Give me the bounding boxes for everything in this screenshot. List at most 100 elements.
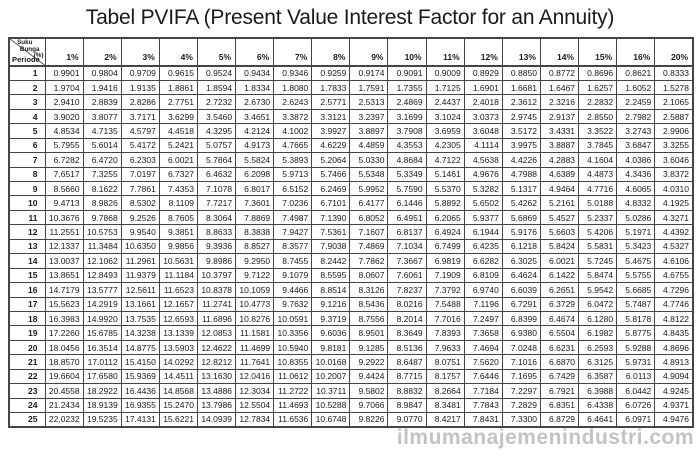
pvifa-value-cell: 4.4859 [349, 137, 389, 154]
pvifa-value-cell: 1.9135 [120, 79, 160, 96]
pvifa-value-cell: 12.1062 [82, 253, 122, 269]
pvifa-value-cell: 8.7715 [387, 368, 427, 385]
pvifa-value-cell: 6.0971 [616, 411, 656, 428]
pvifa-value-cell: 6.8109 [463, 267, 503, 284]
pvifa-value-cell: 10.1059 [235, 282, 275, 298]
pvifa-value-cell: 10.8378 [196, 282, 237, 298]
pvifa-value-cell: 16.9355 [120, 397, 160, 414]
pvifa-value-cell: 7.9633 [425, 339, 465, 356]
corner-label-line: (%) [33, 52, 44, 60]
period-cell: 19 [8, 325, 46, 341]
pvifa-value-cell: 8.3064 [196, 209, 237, 226]
pvifa-value-cell: 19.5235 [82, 411, 122, 428]
pvifa-value-cell: 7.2297 [501, 383, 541, 399]
pvifa-value-cell: 4.8696 [654, 339, 694, 356]
pvifa-value-cell: 5.5370 [425, 180, 465, 197]
pvifa-value-cell: 7.8869 [235, 209, 275, 226]
pvifa-value-cell: 0.9009 [425, 65, 465, 81]
pvifa-value-cell: 4.5327 [654, 238, 694, 255]
pvifa-value-cell: 7.4869 [349, 238, 389, 255]
pvifa-value-cell: 2.4018 [463, 94, 503, 110]
pvifa-value-cell: 8.0216 [387, 296, 427, 312]
pvifa-value-cell: 3.9975 [501, 137, 541, 154]
pvifa-value-cell: 3.8077 [82, 108, 122, 125]
pvifa-value-cell: 1.6052 [616, 79, 656, 96]
pvifa-value-cell: 14.0939 [196, 411, 237, 428]
pvifa-value-cell: 8.1109 [158, 195, 198, 211]
pvifa-value-cell: 6.8052 [349, 209, 389, 226]
pvifa-value-cell: 3.6048 [463, 123, 503, 139]
pvifa-value-cell: 1.8861 [158, 79, 198, 96]
pvifa-value-cell: 3.2743 [616, 123, 656, 139]
pvifa-value-cell: 10.5288 [311, 397, 351, 414]
pvifa-value-cell: 4.4518 [158, 123, 198, 139]
pvifa-value-cell: 12.5611 [120, 282, 160, 298]
pvifa-value-cell: 4.9371 [654, 397, 694, 414]
pvifa-value-cell: 6.0726 [616, 397, 656, 414]
corner-label-line: Suku [17, 39, 33, 46]
pvifa-value-cell: 4.1114 [463, 137, 503, 154]
pvifa-value-cell: 0.8333 [654, 65, 694, 81]
pvifa-value-cell: 6.4632 [196, 166, 237, 183]
pvifa-value-cell: 4.6229 [311, 137, 351, 154]
pvifa-value-cell: 4.6389 [539, 166, 580, 183]
pvifa-value-cell: 9.8181 [311, 339, 351, 356]
pvifa-value-cell: 12.6593 [158, 310, 198, 327]
pvifa-value-cell: 13.7986 [196, 397, 237, 414]
pvifa-value-cell: 1.5278 [654, 79, 694, 96]
pvifa-value-cell: 3.1024 [425, 108, 465, 125]
table-row: 22 19.6604 17.6580 15.9369 14.4511 13.1630 12.… [8, 368, 694, 385]
rate-column-header: 14% [539, 37, 580, 67]
pvifa-value-cell: 3.8372 [654, 166, 694, 183]
pvifa-value-cell: 0.8929 [463, 65, 503, 81]
pvifa-value-cell: 7.8393 [425, 325, 465, 341]
table-row: 16 14.7179 13.5777 12.5611 11.6523 10.8378 10.… [8, 282, 694, 298]
pvifa-value-cell: 0.9901 [44, 65, 84, 81]
pvifa-value-cell: 2.7751 [158, 94, 198, 110]
pvifa-value-cell: 7.0236 [273, 195, 313, 211]
pvifa-value-cell: 5.1461 [425, 166, 465, 183]
pvifa-value-cell: 4.3295 [196, 123, 237, 139]
pvifa-value-cell: 7.6517 [44, 166, 84, 183]
pvifa-value-cell: 2.2832 [578, 94, 618, 110]
pvifa-value-cell: 6.1982 [578, 325, 618, 341]
period-cell: 3 [8, 94, 46, 110]
pvifa-value-cell: 11.2722 [273, 383, 313, 399]
pvifa-value-cell: 5.0188 [578, 195, 618, 211]
pvifa-value-cell: 4.9094 [654, 368, 694, 385]
diagonal-line [10, 39, 44, 64]
pvifa-value-cell: 4.8122 [654, 310, 694, 327]
pvifa-value-cell: 15.6221 [158, 411, 198, 428]
rate-column-header: 1% [44, 37, 84, 67]
pvifa-value-cell: 5.8775 [616, 325, 656, 341]
pvifa-value-cell: 14.8568 [158, 383, 198, 399]
pvifa-value-cell: 3.3121 [311, 108, 351, 125]
pvifa-value-cell: 5.4262 [501, 195, 541, 211]
period-cell: 10 [8, 195, 46, 211]
pvifa-value-cell: 11.1581 [235, 325, 275, 341]
pvifa-value-cell: 11.2551 [44, 224, 84, 240]
pvifa-value-cell: 8.2664 [425, 383, 465, 399]
pvifa-value-cell: 4.6106 [654, 253, 694, 269]
rate-column-header: 16% [616, 37, 656, 67]
pvifa-value-cell: 5.8474 [578, 267, 618, 284]
pvifa-value-cell: 9.0770 [387, 411, 427, 428]
pvifa-value-cell: 4.3271 [654, 209, 694, 226]
pvifa-value-cell: 20.4558 [44, 383, 84, 399]
rate-column-header: 2% [82, 37, 122, 67]
pvifa-value-cell: 11.1184 [158, 267, 198, 284]
pvifa-value-cell: 5.4172 [120, 137, 160, 154]
pvifa-value-cell: 17.6580 [82, 368, 122, 385]
pvifa-value-cell: 8.7605 [158, 209, 198, 226]
pvifa-value-cell: 2.9745 [501, 108, 541, 125]
period-cell: 5 [8, 123, 46, 139]
pvifa-value-cell: 4.1002 [273, 123, 313, 139]
pvifa-value-cell: 6.7291 [501, 296, 541, 312]
rate-column-header: 20% [654, 37, 694, 67]
table-row: 9 8.5660 8.1622 7.7861 7.4353 7.1078 6.8017 6.5… [8, 180, 694, 197]
pvifa-value-cell: 21.2434 [44, 397, 84, 414]
pvifa-value-cell: 10.6748 [311, 411, 351, 428]
period-cell: 14 [8, 253, 46, 269]
pvifa-value-cell: 4.8435 [654, 325, 694, 341]
pvifa-value-cell: 0.8696 [578, 65, 618, 81]
